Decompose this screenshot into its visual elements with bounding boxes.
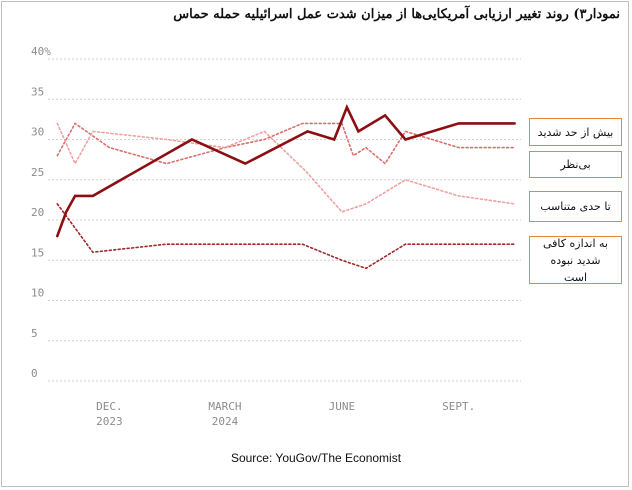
gridlines [48, 58, 521, 382]
y-axis-ticks: 40% 35 30 25 20 15 10 5 0 [31, 45, 51, 380]
x-tick-label: JUNE [329, 400, 356, 413]
legend-about-right: تا حدی متناسب [529, 191, 622, 222]
legend-label-not-sure: بی‌نظر [560, 158, 591, 171]
y-tick-label: 10 [31, 287, 44, 300]
y-tick-label: 30 [31, 126, 44, 139]
x-tick-label-year: 2023 [96, 415, 123, 428]
y-tick-label: 20 [31, 206, 44, 219]
y-tick-label: 5 [31, 327, 38, 340]
y-tick-label: 35 [31, 85, 44, 98]
chart-title: نمودار۳) روند تغییر ارزیابی آمریکایی‌ها … [173, 7, 620, 22]
series-line-too-far [55, 104, 516, 238]
legend-label-about-right: تا حدی متناسب [540, 200, 611, 213]
y-tick-label: 25 [31, 166, 44, 179]
series-line-about-right [56, 122, 516, 213]
y-tick-label: 0 [31, 367, 38, 380]
chart-source: Source: YouGov/The Economist [230, 451, 402, 465]
legend-not-sure: بی‌نظر [529, 151, 622, 178]
series-line-not-far-enough [56, 203, 516, 270]
x-tick-label: DEC. [96, 400, 123, 413]
legend-label-not-far-enough: به اندازه کافی شدید نبوده است [543, 236, 608, 284]
series-lines [55, 104, 516, 270]
x-tick-label: SEPT. [442, 400, 475, 413]
x-tick-label: MARCH [208, 400, 241, 413]
legend-label-too-far: بیش از حد شدید [537, 125, 614, 139]
legend-too-far: بیش از حد شدید [529, 118, 622, 146]
x-tick-label-year: 2024 [212, 415, 239, 428]
legend-not-far-enough: به اندازه کافی شدید نبوده است [529, 236, 622, 284]
y-tick-label: 15 [31, 246, 44, 259]
x-axis-ticks: DEC. 2023 MARCH 2024 JUNE SEPT. [96, 400, 475, 428]
y-tick-label: 40% [31, 45, 51, 58]
